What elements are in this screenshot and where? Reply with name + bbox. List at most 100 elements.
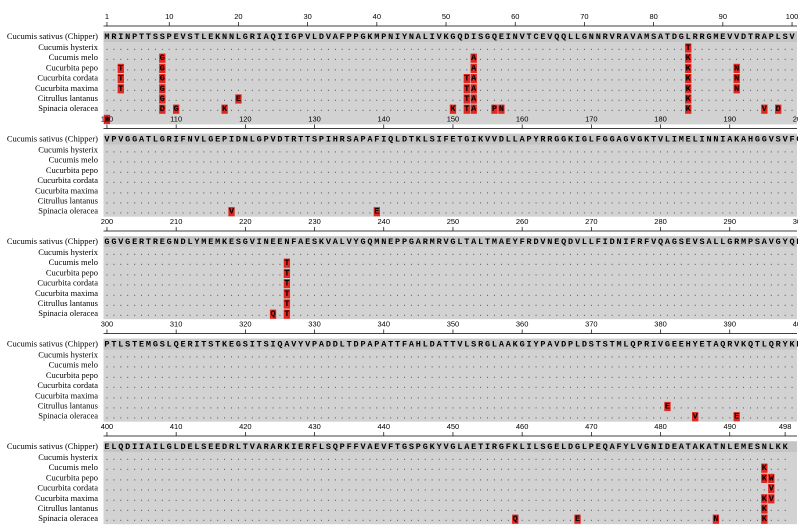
- residue: P: [568, 340, 573, 350]
- residue: T: [298, 135, 303, 145]
- residue: P: [360, 340, 365, 350]
- residue: .: [257, 279, 262, 289]
- residue: .: [104, 412, 109, 422]
- residue: .: [347, 504, 352, 514]
- residue: .: [623, 64, 628, 74]
- residue: .: [409, 484, 414, 494]
- residue: .: [499, 504, 504, 514]
- residue: .: [755, 392, 760, 402]
- residue: T: [284, 279, 289, 289]
- residue: .: [118, 392, 123, 402]
- residue: .: [582, 484, 587, 494]
- residue: V: [610, 32, 616, 42]
- residue: .: [132, 309, 137, 319]
- residue: .: [354, 197, 359, 207]
- residue: .: [132, 361, 137, 371]
- residue: .: [395, 381, 400, 391]
- residue: .: [291, 279, 296, 289]
- residue: .: [222, 299, 227, 309]
- residue: .: [596, 504, 601, 514]
- residue: .: [264, 43, 269, 53]
- residue: .: [533, 361, 538, 371]
- residue: .: [229, 197, 234, 207]
- residue: S: [312, 237, 317, 247]
- residue: .: [367, 187, 372, 197]
- residue: .: [499, 64, 504, 74]
- residue: .: [658, 299, 663, 309]
- residue: .: [229, 166, 234, 176]
- residue: .: [623, 53, 628, 63]
- residue: .: [700, 84, 705, 94]
- residue: .: [720, 504, 725, 514]
- residue: .: [672, 371, 677, 381]
- position-label: 10: [165, 12, 173, 21]
- species-name: Citrullus lantanus: [38, 503, 98, 513]
- residue: .: [672, 74, 677, 84]
- residue: .: [423, 371, 428, 381]
- residue: .: [513, 351, 518, 361]
- residue: .: [277, 279, 282, 289]
- residue: .: [589, 84, 594, 94]
- residue: .: [783, 351, 788, 361]
- residue: E: [374, 442, 379, 452]
- variant-sequence: ........................................…: [104, 494, 787, 504]
- residue: .: [388, 371, 393, 381]
- residue: G: [160, 74, 165, 84]
- residue: .: [264, 402, 269, 412]
- residue: .: [360, 484, 365, 494]
- residue: .: [257, 453, 262, 463]
- residue: V: [181, 32, 187, 42]
- residue: .: [347, 269, 352, 279]
- residue: .: [457, 289, 462, 299]
- residue: .: [623, 156, 628, 166]
- residue: .: [589, 361, 594, 371]
- residue: .: [194, 279, 199, 289]
- residue: .: [229, 53, 234, 63]
- residue: .: [596, 94, 601, 104]
- residue: .: [734, 309, 739, 319]
- residue: .: [679, 514, 684, 524]
- residue: .: [423, 299, 428, 309]
- residue: N: [713, 514, 718, 524]
- residue: Q: [561, 237, 566, 247]
- residue: .: [201, 351, 206, 361]
- residue: .: [727, 279, 732, 289]
- residue: .: [720, 64, 725, 74]
- residue: .: [430, 494, 435, 504]
- residue: .: [706, 53, 711, 63]
- residue: V: [575, 237, 581, 247]
- residue: .: [755, 371, 760, 381]
- residue: .: [402, 514, 407, 524]
- residue: .: [776, 463, 781, 473]
- variant-sequence: ..........................T.............…: [104, 289, 794, 299]
- residue: .: [720, 74, 725, 84]
- residue: .: [596, 64, 601, 74]
- residue: .: [111, 53, 116, 63]
- residue: .: [568, 351, 573, 361]
- residue: .: [651, 104, 656, 114]
- residue: .: [153, 176, 158, 186]
- residue: .: [236, 53, 241, 63]
- residue: .: [326, 279, 331, 289]
- species-name: Cucurbita pepo: [46, 370, 98, 380]
- residue: .: [146, 309, 151, 319]
- residue: .: [734, 361, 739, 371]
- residue: .: [423, 176, 428, 186]
- residue: .: [706, 392, 711, 402]
- residue: .: [623, 412, 628, 422]
- residue: .: [236, 514, 241, 524]
- residue: .: [533, 248, 538, 258]
- residue: .: [243, 309, 248, 319]
- residue: .: [769, 104, 774, 114]
- residue: .: [533, 197, 538, 207]
- residue: .: [665, 381, 670, 391]
- residue: .: [160, 197, 165, 207]
- residue: .: [402, 351, 407, 361]
- residue: V: [291, 340, 297, 350]
- residue: .: [430, 248, 435, 258]
- residue: .: [402, 392, 407, 402]
- residue: .: [395, 453, 400, 463]
- residue: Y: [354, 237, 360, 247]
- residue: .: [637, 402, 642, 412]
- residue: .: [257, 371, 262, 381]
